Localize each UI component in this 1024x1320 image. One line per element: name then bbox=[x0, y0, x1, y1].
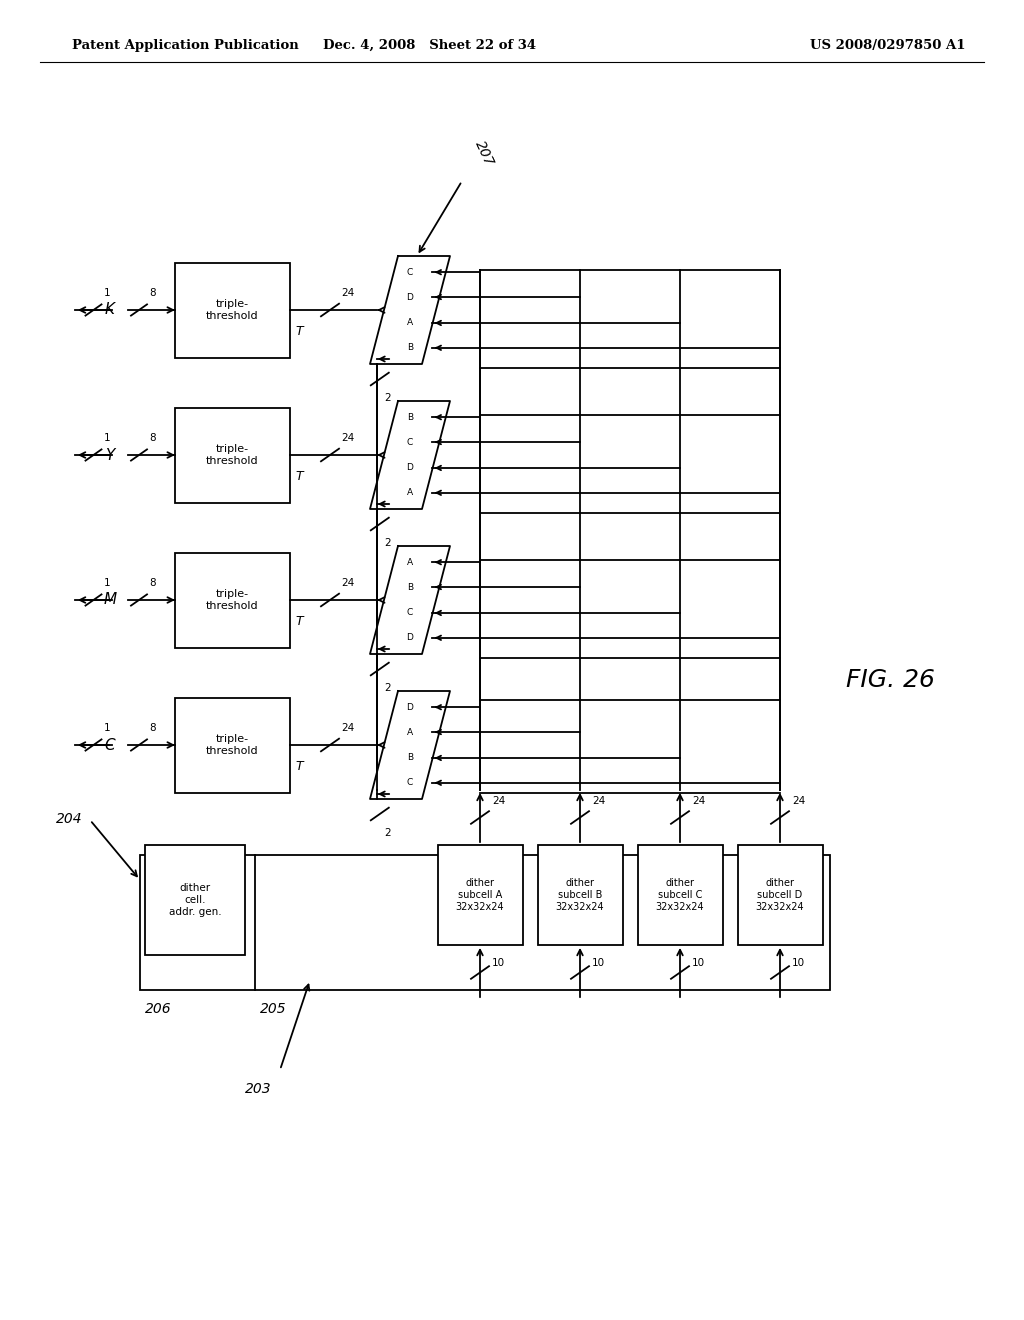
Text: 24: 24 bbox=[341, 288, 354, 298]
Text: 1: 1 bbox=[103, 288, 111, 298]
Bar bbox=[145, 845, 245, 954]
Text: 24: 24 bbox=[341, 578, 354, 587]
Text: US 2008/0297850 A1: US 2008/0297850 A1 bbox=[810, 38, 966, 51]
Text: D: D bbox=[407, 702, 414, 711]
Text: M: M bbox=[103, 593, 117, 607]
Polygon shape bbox=[370, 256, 450, 364]
Text: Y: Y bbox=[105, 447, 115, 462]
Text: B: B bbox=[407, 343, 413, 352]
Bar bbox=[175, 698, 290, 793]
Text: dither
cell.
addr. gen.: dither cell. addr. gen. bbox=[169, 883, 221, 916]
Text: C: C bbox=[407, 268, 413, 277]
Text: dither
subcell B
32x32x24: dither subcell B 32x32x24 bbox=[556, 878, 604, 912]
Text: T: T bbox=[295, 615, 303, 628]
Text: D: D bbox=[407, 293, 414, 301]
Text: 24: 24 bbox=[492, 796, 505, 805]
Text: 1: 1 bbox=[103, 433, 111, 444]
Text: T: T bbox=[295, 325, 303, 338]
Text: K: K bbox=[105, 302, 115, 318]
Text: Dec. 4, 2008   Sheet 22 of 34: Dec. 4, 2008 Sheet 22 of 34 bbox=[324, 38, 537, 51]
Text: 24: 24 bbox=[341, 723, 354, 733]
Text: A: A bbox=[407, 727, 413, 737]
Text: 205: 205 bbox=[260, 1002, 287, 1016]
Text: 206: 206 bbox=[145, 1002, 172, 1016]
Text: dither
subcell C
32x32x24: dither subcell C 32x32x24 bbox=[655, 878, 705, 912]
Text: D: D bbox=[407, 634, 414, 643]
Bar bbox=[538, 845, 623, 945]
Text: 8: 8 bbox=[150, 288, 156, 298]
Text: B: B bbox=[407, 413, 413, 421]
Text: 8: 8 bbox=[150, 578, 156, 587]
Text: C: C bbox=[407, 609, 413, 618]
Text: 2: 2 bbox=[384, 682, 390, 693]
Text: triple-
threshold: triple- threshold bbox=[206, 734, 259, 756]
Text: 24: 24 bbox=[792, 796, 805, 805]
Polygon shape bbox=[370, 401, 450, 510]
Text: A: A bbox=[407, 488, 413, 498]
Bar bbox=[175, 408, 290, 503]
Text: C: C bbox=[407, 437, 413, 446]
Text: B: B bbox=[407, 754, 413, 763]
Polygon shape bbox=[370, 546, 450, 653]
Text: 2: 2 bbox=[384, 539, 390, 548]
Text: B: B bbox=[407, 582, 413, 591]
Bar bbox=[175, 553, 290, 648]
Text: 207: 207 bbox=[472, 139, 496, 168]
Text: 2: 2 bbox=[384, 393, 390, 403]
Text: FIG. 26: FIG. 26 bbox=[846, 668, 935, 692]
Text: 10: 10 bbox=[792, 957, 805, 968]
Polygon shape bbox=[370, 690, 450, 799]
Text: 24: 24 bbox=[692, 796, 706, 805]
Text: triple-
threshold: triple- threshold bbox=[206, 300, 259, 321]
Text: A: A bbox=[407, 557, 413, 566]
Bar bbox=[638, 845, 723, 945]
Text: D: D bbox=[407, 463, 414, 473]
Bar bbox=[140, 855, 830, 990]
Text: triple-
threshold: triple- threshold bbox=[206, 589, 259, 611]
Text: 10: 10 bbox=[492, 957, 505, 968]
Text: 10: 10 bbox=[592, 957, 605, 968]
Text: Patent Application Publication: Patent Application Publication bbox=[72, 38, 299, 51]
Text: C: C bbox=[407, 779, 413, 787]
Text: 10: 10 bbox=[692, 957, 706, 968]
Text: dither
subcell D
32x32x24: dither subcell D 32x32x24 bbox=[756, 878, 804, 912]
Text: 1: 1 bbox=[103, 723, 111, 733]
Text: triple-
threshold: triple- threshold bbox=[206, 445, 259, 466]
Text: 24: 24 bbox=[341, 433, 354, 444]
Text: 204: 204 bbox=[56, 812, 83, 826]
Text: 8: 8 bbox=[150, 433, 156, 444]
Text: 203: 203 bbox=[246, 1082, 272, 1096]
Text: A: A bbox=[407, 318, 413, 327]
Text: 8: 8 bbox=[150, 723, 156, 733]
Text: C: C bbox=[104, 738, 116, 752]
Text: T: T bbox=[295, 760, 303, 774]
Text: 2: 2 bbox=[384, 828, 390, 838]
Text: dither
subcell A
32x32x24: dither subcell A 32x32x24 bbox=[456, 878, 504, 912]
Bar bbox=[175, 263, 290, 358]
Text: 1: 1 bbox=[103, 578, 111, 587]
Bar bbox=[738, 845, 823, 945]
Text: T: T bbox=[295, 470, 303, 483]
Bar bbox=[438, 845, 523, 945]
Text: 24: 24 bbox=[592, 796, 605, 805]
